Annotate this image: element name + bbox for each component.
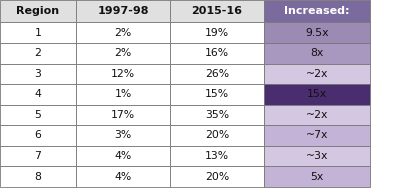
Bar — [0, 43, 76, 64]
Text: 15%: 15% — [205, 89, 229, 99]
Bar — [264, 64, 370, 84]
Text: 4: 4 — [34, 89, 42, 99]
Bar — [264, 43, 370, 64]
Text: 2%: 2% — [114, 48, 132, 58]
Text: 17%: 17% — [111, 110, 135, 120]
Text: 1: 1 — [34, 28, 42, 38]
Text: 2015-16: 2015-16 — [192, 6, 242, 16]
Text: 7: 7 — [34, 151, 42, 161]
Bar — [170, 64, 264, 84]
Text: 2: 2 — [34, 48, 42, 58]
Text: Region: Region — [16, 6, 60, 16]
Text: 9.5x: 9.5x — [305, 28, 329, 38]
Bar — [76, 22, 170, 43]
Bar — [0, 22, 76, 43]
Bar — [170, 146, 264, 166]
Text: 3: 3 — [34, 69, 42, 79]
Text: Increased:: Increased: — [284, 6, 350, 16]
Text: 15x: 15x — [307, 89, 327, 99]
Bar — [76, 43, 170, 64]
Bar — [170, 0, 264, 22]
Bar — [170, 125, 264, 146]
Bar — [264, 84, 370, 105]
Bar — [264, 105, 370, 125]
Text: 19%: 19% — [205, 28, 229, 38]
Bar — [0, 0, 76, 22]
Text: 13%: 13% — [205, 151, 229, 161]
Text: 8x: 8x — [310, 48, 324, 58]
Bar — [170, 22, 264, 43]
Text: ~3x: ~3x — [306, 151, 328, 161]
Text: 20%: 20% — [205, 130, 229, 141]
Text: ~2x: ~2x — [306, 110, 328, 120]
Bar — [264, 166, 370, 187]
Bar — [264, 125, 370, 146]
Bar — [76, 146, 170, 166]
Bar — [170, 166, 264, 187]
Text: ~7x: ~7x — [306, 130, 328, 141]
Bar — [76, 125, 170, 146]
Text: 5: 5 — [34, 110, 42, 120]
Text: 3%: 3% — [114, 130, 132, 141]
Bar — [170, 105, 264, 125]
Text: 1%: 1% — [114, 89, 132, 99]
Text: 6: 6 — [34, 130, 42, 141]
Bar — [0, 146, 76, 166]
Bar — [76, 166, 170, 187]
Text: 4%: 4% — [114, 171, 132, 182]
Bar — [0, 84, 76, 105]
Bar — [264, 0, 370, 22]
Bar — [170, 43, 264, 64]
Text: 16%: 16% — [205, 48, 229, 58]
Bar — [76, 84, 170, 105]
Text: 1997-98: 1997-98 — [97, 6, 149, 16]
Text: 2%: 2% — [114, 28, 132, 38]
Text: 5x: 5x — [310, 171, 324, 182]
Bar — [76, 0, 170, 22]
Text: 8: 8 — [34, 171, 42, 182]
Bar — [76, 64, 170, 84]
Bar — [0, 105, 76, 125]
Bar — [0, 125, 76, 146]
Text: 20%: 20% — [205, 171, 229, 182]
Text: 26%: 26% — [205, 69, 229, 79]
Bar — [0, 166, 76, 187]
Bar — [0, 64, 76, 84]
Bar — [264, 146, 370, 166]
Text: 4%: 4% — [114, 151, 132, 161]
Bar — [76, 105, 170, 125]
Bar — [264, 22, 370, 43]
Text: ~2x: ~2x — [306, 69, 328, 79]
Text: 35%: 35% — [205, 110, 229, 120]
Bar — [170, 84, 264, 105]
Text: 12%: 12% — [111, 69, 135, 79]
